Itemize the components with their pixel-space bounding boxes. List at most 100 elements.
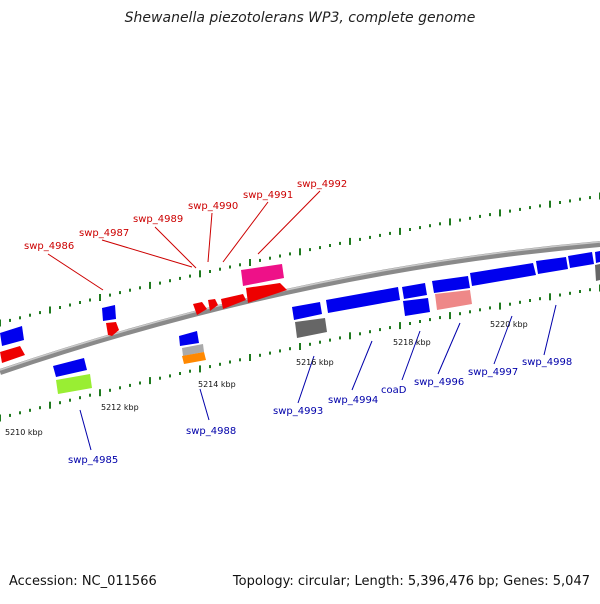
upper-track-minor-tick <box>359 237 361 241</box>
upper-track-minor-tick <box>389 231 391 235</box>
lower-track-minor-tick <box>269 351 271 355</box>
top-gene-labels: swp_4986 swp_4987 swp_4989 swp_4990 swp_… <box>24 179 347 252</box>
gene-label-swp_4986[interactable]: swp_4986 <box>24 241 74 252</box>
gene-feature-red[interactable] <box>0 346 25 363</box>
gene-label-swp_4987[interactable]: swp_4987 <box>79 228 129 239</box>
gene-feature-blue[interactable] <box>0 326 24 346</box>
lower-track-major-tick <box>249 354 251 361</box>
upper-track-minor-tick <box>509 209 511 213</box>
gene-feature-blue[interactable] <box>102 305 116 321</box>
upper-track-minor-tick <box>329 244 331 247</box>
lower-track-minor-tick <box>459 312 461 316</box>
gene-feature-blue[interactable] <box>402 283 427 299</box>
upper-track-minor-tick <box>459 218 461 222</box>
lower-track-minor-tick <box>479 308 481 312</box>
lower-track-minor-tick <box>179 372 181 375</box>
gene-label-swp_4991[interactable]: swp_4991 <box>243 190 293 201</box>
lower-track-minor-tick <box>519 300 521 304</box>
lower-track-major-tick <box>549 293 551 301</box>
gene-swp_4988[interactable] <box>179 331 199 346</box>
gene-label-swp_4988[interactable]: swp_4988 <box>186 426 236 437</box>
gene-feature-blue[interactable] <box>292 302 322 320</box>
gene-feature-blue[interactable] <box>568 252 594 268</box>
lower-track-major-tick <box>199 365 201 373</box>
gene-swp_4998[interactable] <box>536 257 568 274</box>
gene-label-swp_4997[interactable]: swp_4997 <box>468 367 518 378</box>
upper-track-minor-tick <box>569 199 571 203</box>
lower-track-minor-tick <box>189 369 191 373</box>
lower-track-minor-tick <box>259 353 261 357</box>
upper-track-minor-tick <box>169 279 171 283</box>
gene-label-swp_4993[interactable]: swp_4993 <box>273 406 323 417</box>
lower-track-minor-tick <box>69 398 71 402</box>
lower-track-major-tick <box>299 343 301 350</box>
upper-track-minor-tick <box>239 263 241 267</box>
lower-track-minor-tick <box>29 408 31 412</box>
gene-swp_4993[interactable] <box>295 318 327 338</box>
upper-track-major-tick <box>399 227 401 235</box>
gene-feature-orange[interactable] <box>182 352 206 364</box>
gene-feature-blue[interactable] <box>595 251 600 263</box>
upper-track-minor-tick <box>369 235 371 239</box>
gene-swp_4992[interactable] <box>241 264 284 286</box>
gene-label-swp_4990[interactable]: swp_4990 <box>188 201 238 212</box>
scale-labels: 5210 kbp 5212 kbp 5214 kbp 5216 kbp 5218… <box>5 320 528 437</box>
genome-summary-text: Topology: circular; Length: 5,396,476 bp… <box>232 574 590 589</box>
gene-label-swp_4992[interactable]: swp_4992 <box>297 179 347 190</box>
upper-track-major-tick <box>149 281 151 289</box>
gene-swp_4985[interactable] <box>56 374 92 394</box>
gene-label-swp_4996[interactable]: swp_4996 <box>414 377 464 388</box>
lower-track-minor-tick <box>209 365 211 369</box>
lower-track-minor-tick <box>159 376 161 380</box>
gene-swp_4994[interactable] <box>326 287 400 313</box>
bottom-gene-labels: swp_4985 swp_4988 swp_4993 swp_4994 coaD… <box>68 357 572 466</box>
gene-feature-red[interactable] <box>221 294 246 309</box>
lower-track-major-tick <box>99 389 101 397</box>
lower-track-minor-tick <box>569 291 571 295</box>
gene-feature-red[interactable] <box>208 299 218 311</box>
lower-track-minor-tick <box>289 347 291 351</box>
gene-swp_4996[interactable] <box>435 290 472 310</box>
upper-tick-track <box>0 192 600 327</box>
lower-track-major-tick <box>349 332 351 340</box>
gene-label-swp_4994[interactable]: swp_4994 <box>328 395 378 406</box>
gene-swp_4997[interactable] <box>470 263 536 286</box>
gene-label-coaD[interactable]: coaD <box>381 385 407 396</box>
gene-feature-blue[interactable] <box>432 276 470 293</box>
gene-feature-red[interactable] <box>246 283 287 303</box>
upper-track-minor-tick <box>489 213 491 217</box>
upper-track-minor-tick <box>39 311 41 315</box>
upper-track-major-tick <box>499 209 501 217</box>
lower-track-minor-tick <box>359 332 361 336</box>
scale-label: 5220 kbp <box>490 320 528 329</box>
gene-swp_4986[interactable] <box>106 322 119 336</box>
gene-label-swp_4998[interactable]: swp_4998 <box>522 357 572 368</box>
upper-track-minor-tick <box>109 293 111 297</box>
gene-feature-red[interactable] <box>193 302 207 315</box>
lower-track-minor-tick <box>229 360 231 364</box>
lower-track-major-tick <box>49 401 51 409</box>
upper-track-minor-tick <box>419 226 421 230</box>
upper-track-major-tick <box>249 259 251 266</box>
upper-track-minor-tick <box>129 288 131 292</box>
upper-track-minor-tick <box>89 298 91 302</box>
upper-track-minor-tick <box>219 267 221 271</box>
gene-label-swp_4989[interactable]: swp_4989 <box>133 214 183 225</box>
gene-coaD[interactable] <box>403 298 430 316</box>
gene-feature-blue[interactable] <box>53 358 87 377</box>
upper-track-minor-tick <box>439 222 441 226</box>
lower-track-minor-tick <box>589 288 591 292</box>
lower-track-minor-tick <box>169 374 171 378</box>
genome-backbone-highlight <box>0 241 600 371</box>
lower-track-minor-tick <box>429 318 431 322</box>
lower-track-minor-tick <box>59 401 61 405</box>
upper-track-minor-tick <box>269 256 271 260</box>
lower-track-minor-tick <box>39 406 41 410</box>
gene-label-swp_4985[interactable]: swp_4985 <box>68 455 118 466</box>
lower-track-minor-tick <box>219 362 221 366</box>
gene-feature-gray[interactable] <box>595 264 600 281</box>
upper-track-minor-tick <box>529 206 531 210</box>
lower-track-minor-tick <box>439 316 441 320</box>
